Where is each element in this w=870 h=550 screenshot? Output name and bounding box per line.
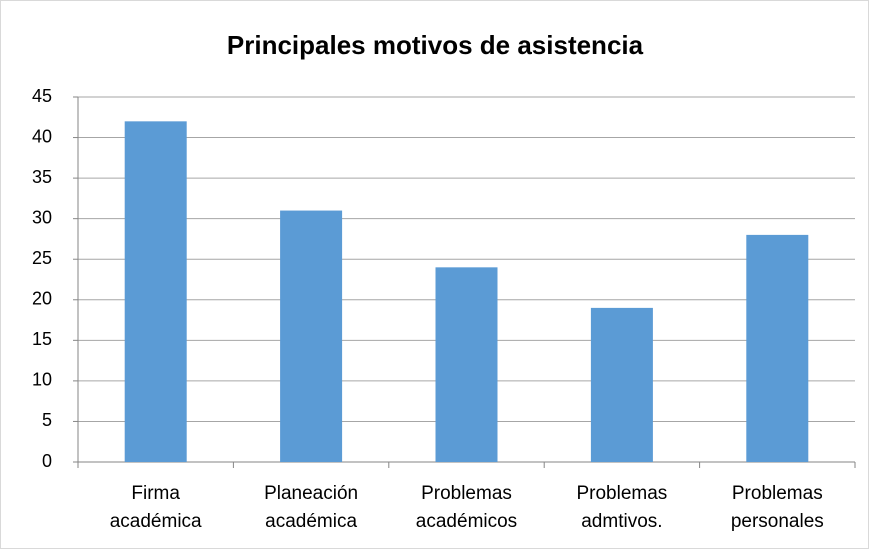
y-tick-label: 35 [32,167,52,187]
bar [124,121,187,462]
y-tick-label: 15 [32,329,52,349]
bar [280,210,343,462]
y-tick-label: 5 [42,410,52,430]
chart-title: Principales motivos de asistencia [227,30,644,60]
y-tick-label: 25 [32,248,52,268]
x-tick-label: Firma académica [109,483,202,532]
x-tick-label: Planeación académica [264,483,359,532]
x-tick-label: Problemas personales [730,483,824,532]
bar [746,234,809,462]
x-tick-label: Problemas académicos [415,483,518,532]
bar [590,307,653,462]
y-tick-label: 10 [32,370,52,390]
y-tick-label: 0 [42,451,52,471]
bar [435,267,498,462]
y-tick-label: 40 [32,126,52,146]
y-tick-label: 30 [32,207,52,227]
y-tick-label: 45 [32,86,52,106]
x-tick-label: Problemas admtivos. [576,483,668,532]
y-tick-label: 20 [32,289,52,309]
